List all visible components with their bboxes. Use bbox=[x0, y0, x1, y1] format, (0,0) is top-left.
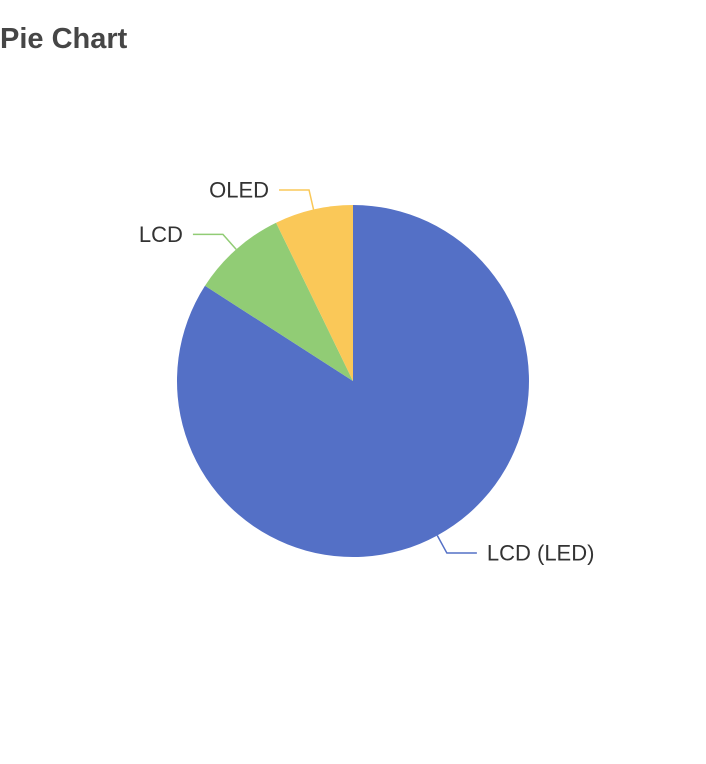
pie-slice-oled[interactable] bbox=[276, 205, 353, 381]
slice-labels: LCD (LED) LCD OLED bbox=[139, 177, 595, 565]
pie-slices bbox=[176, 205, 529, 558]
leader-line bbox=[192, 233, 237, 250]
slice-label: LCD (LED) bbox=[487, 541, 595, 566]
label-leader-lines bbox=[192, 189, 477, 554]
pie-slice-lcd[interactable] bbox=[204, 222, 353, 381]
leader-line bbox=[436, 535, 477, 554]
leader-line bbox=[279, 189, 315, 210]
page-title: Pie Chart bbox=[0, 23, 128, 55]
slice-label: LCD bbox=[139, 222, 183, 247]
slice-label: OLED bbox=[209, 177, 269, 202]
pie-slice-lcd-led[interactable] bbox=[176, 205, 529, 558]
